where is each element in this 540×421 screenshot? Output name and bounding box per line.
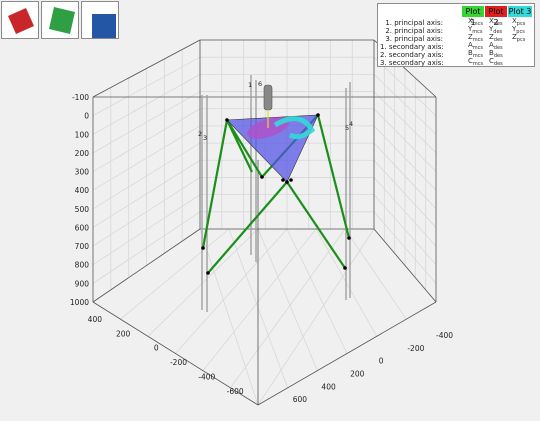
right-axis-tick-label: -400 <box>436 331 453 340</box>
orientation-ring-cyan <box>273 116 316 140</box>
legend-axis-symbol: Zdes <box>489 33 503 44</box>
right-axis-tick-label: 200 <box>350 370 365 379</box>
grid-line <box>230 228 346 389</box>
strut-joint <box>260 175 264 179</box>
grid-line <box>120 228 230 320</box>
tool-cylinder <box>263 84 273 111</box>
actuator-number-label: 2 <box>198 130 202 138</box>
legend-axis-symbol: Ymcs <box>468 25 483 36</box>
hexapod-strut <box>201 119 229 249</box>
grid-line <box>147 228 259 337</box>
platform-joint <box>285 180 289 184</box>
legend-row-label: 1. secondary axis: <box>380 43 444 51</box>
actuator-number-label: 6 <box>258 80 262 88</box>
z-tick-label: 600 <box>75 223 90 232</box>
platform-joint <box>316 113 320 117</box>
z-tick-label: 800 <box>75 261 90 270</box>
grid-line <box>257 228 375 406</box>
hexapod-strut <box>286 181 346 269</box>
hexapod-strut <box>226 119 263 178</box>
left-axis-tick-label: -600 <box>227 387 244 396</box>
legend-row-label: 3. principal axis: <box>385 35 443 43</box>
legend-row-label: 1. principal axis: <box>385 19 443 27</box>
axis-box-edge <box>92 301 259 406</box>
actuator-number-label: 1 <box>248 81 252 89</box>
strut-joint <box>201 246 205 250</box>
legend-panel: Plot 1 Plot 2 Plot 3 1. principal axis: X… <box>377 3 535 67</box>
right-axis-tick-label: 0 <box>379 357 384 366</box>
legend-axis-symbol: Xmcs <box>468 17 484 28</box>
plot-2-button[interactable]: Plot 2 <box>485 6 507 27</box>
legend-axis-symbol: Zpcs <box>512 33 526 44</box>
grid-line <box>202 228 317 371</box>
legend-axis-symbol: Ades <box>489 41 503 52</box>
grid-line <box>344 228 407 320</box>
left-axis-tick-label: 200 <box>116 329 131 338</box>
view-red-button[interactable] <box>1 1 39 39</box>
legend-axis-symbol: Ydes <box>489 25 503 36</box>
legend-axis-symbol: Zmcs <box>468 33 484 44</box>
strut-joint <box>347 236 351 240</box>
hexapod-strut <box>226 119 253 173</box>
strut-joint <box>206 271 210 275</box>
left-axis-tick-label: 0 <box>154 344 159 353</box>
grid-line <box>257 228 318 371</box>
legend-row-label: 2. secondary axis: <box>380 51 444 59</box>
legend-axis-symbol: Bmcs <box>468 49 484 60</box>
moving-platform <box>225 110 320 184</box>
grid-line <box>199 228 259 406</box>
actuator-number-label: 5 <box>345 124 349 132</box>
z-tick-label: 900 <box>75 279 90 288</box>
z-tick-label: 0 <box>84 112 89 121</box>
z-tick-label: 700 <box>75 242 90 251</box>
z-tick-label: 1000 <box>70 298 89 307</box>
legend-axis-symbol: Amcs <box>468 41 484 52</box>
strut-joint <box>343 266 347 270</box>
legend-row-label: 2. principal axis: <box>385 27 443 35</box>
axis-box-edge <box>92 228 201 303</box>
tilted-square-green-icon <box>49 7 75 34</box>
hexapod-strut <box>316 114 351 239</box>
z-tick-label: 100 <box>75 130 90 139</box>
axis-tick-labels: -100010020030040050060070080090010004002… <box>70 80 453 404</box>
view-blue-button[interactable] <box>81 1 119 39</box>
z-tick-label: 300 <box>75 168 90 177</box>
hexapod-strut <box>207 181 288 274</box>
left-axis-tick-label: -400 <box>198 372 215 381</box>
actuator-rails <box>201 75 351 312</box>
right-axis-tick-label: 400 <box>321 382 336 391</box>
axis-box-edge <box>373 228 437 303</box>
actuator-number-label: 3 <box>203 134 207 142</box>
right-axis-tick-label: 600 <box>293 395 308 404</box>
platform-joint <box>225 118 229 122</box>
legend-axis-symbol: Cdes <box>489 57 503 68</box>
view-green-button[interactable] <box>41 1 79 39</box>
plot-3-button[interactable]: Plot 3 <box>508 6 532 17</box>
legend-axis-symbol: Cmcs <box>468 57 484 68</box>
square-blue-icon <box>92 14 116 38</box>
axis-box-edge <box>92 39 201 98</box>
z-tick-label: 400 <box>75 186 90 195</box>
platform-joint <box>289 178 293 182</box>
left-axis-tick-label: -200 <box>170 358 187 367</box>
grid-line <box>175 228 288 354</box>
z-tick-label: 200 <box>75 149 90 158</box>
legend-axis-symbol: Xdes <box>489 17 503 28</box>
grid-line <box>286 228 348 354</box>
legend-row-label: 3. secondary axis: <box>380 59 444 67</box>
actuator-number-label: 4 <box>349 120 353 128</box>
right-axis-tick-label: -200 <box>407 344 424 353</box>
z-tick-label: 500 <box>75 205 90 214</box>
tilted-square-red-icon <box>8 8 34 34</box>
z-tick-label: -100 <box>72 93 89 102</box>
legend-axis-symbol: Ypcs <box>512 25 525 36</box>
legend-axis-symbol: Bdes <box>489 49 503 60</box>
left-axis-tick-label: 400 <box>88 315 103 324</box>
axis-box-edge <box>257 301 437 406</box>
platform-joint <box>281 178 285 182</box>
plot-1-button[interactable]: Plot 1 <box>462 6 484 27</box>
legend-axis-symbol: Xpcs <box>512 17 526 28</box>
